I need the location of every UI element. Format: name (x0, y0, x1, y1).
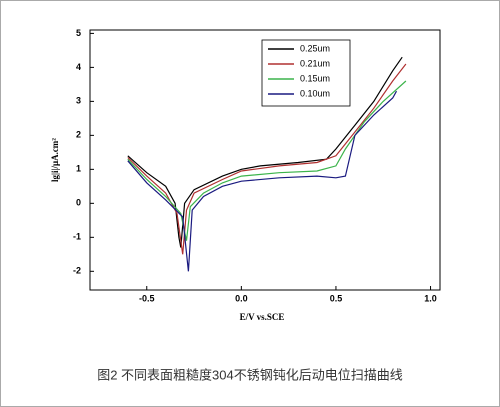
x-tick-label: 1.0 (424, 293, 437, 303)
y-tick-label: -2 (73, 266, 81, 276)
x-tick-label: 0.5 (330, 293, 343, 303)
legend-label: 0.10um (300, 88, 330, 98)
y-tick-label: -1 (73, 232, 81, 242)
x-tick-label: 0.0 (235, 293, 248, 303)
y-axis-label: lg|i|/μA.cm² (50, 138, 60, 182)
y-tick-label: 0 (76, 198, 81, 208)
y-tick-label: 4 (76, 62, 81, 72)
caption: 图2 不同表面粗糙度304不锈钢钝化后动电位扫描曲线 (97, 367, 403, 382)
x-axis-label: E/V vs.SCE (240, 312, 285, 322)
y-tick-label: 5 (76, 28, 81, 38)
legend-label: 0.15um (300, 73, 330, 83)
y-tick-label: 2 (76, 130, 81, 140)
x-tick-label: -0.5 (139, 293, 155, 303)
y-tick-label: 3 (76, 96, 81, 106)
plot-frame (89, 29, 441, 291)
legend-box (261, 39, 351, 107)
series-line (127, 56, 403, 248)
legend-label: 0.21um (300, 58, 330, 68)
legend-label: 0.25um (300, 43, 330, 53)
series-line (127, 90, 398, 272)
y-tick-label: 1 (76, 164, 81, 174)
